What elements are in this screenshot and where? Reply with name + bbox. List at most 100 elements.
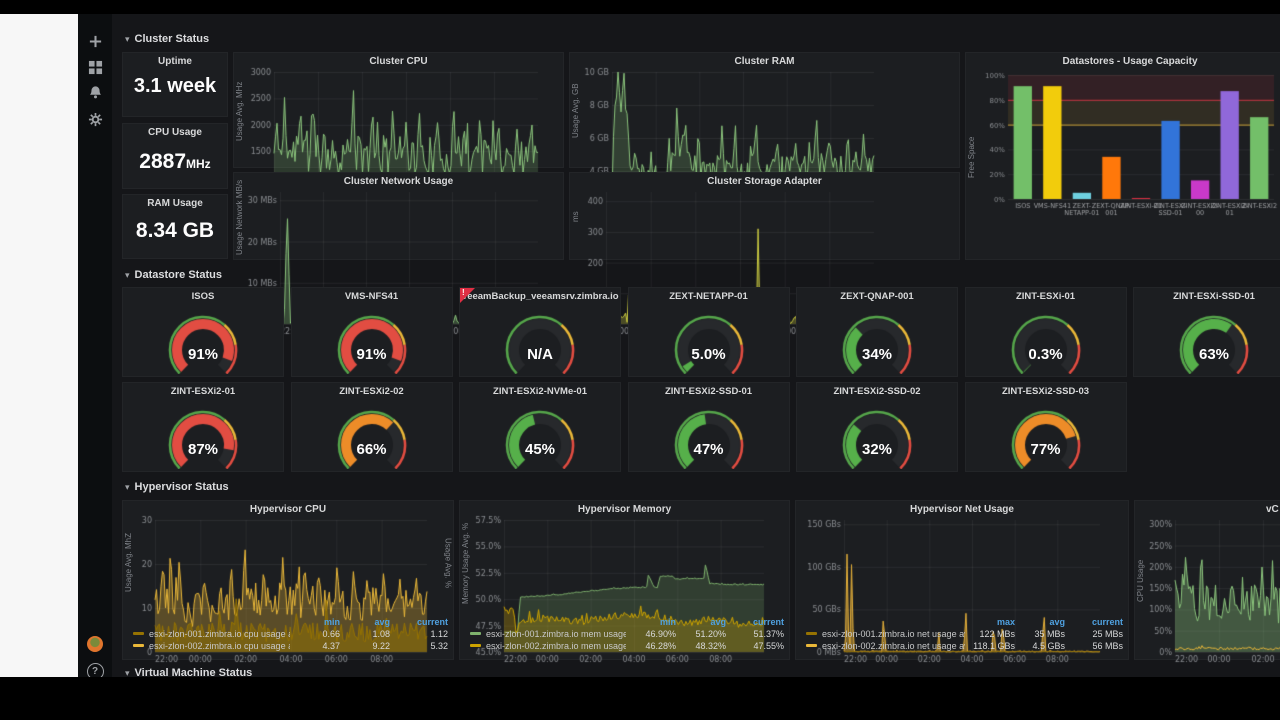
legend-value: 51.37% xyxy=(753,629,784,639)
panel-title-gauge[interactable]: ISOS xyxy=(191,291,215,302)
panel-title-uptime[interactable]: Uptime xyxy=(158,56,192,67)
y-axis-label: Memory Usage Avg. % xyxy=(461,522,470,604)
gauge-value: 47% xyxy=(693,441,724,458)
legend-col[interactable]: avg xyxy=(1049,617,1065,627)
section-header-datastore-status[interactable]: ▾ Datastore Status xyxy=(125,268,222,282)
hypervisor-cpu-chart[interactable] xyxy=(133,515,433,665)
panel-cluster-network: Cluster Network Usage Usage Network MB/s xyxy=(233,172,564,337)
vcenter-cpu-chart[interactable] xyxy=(1145,515,1280,665)
panel-title-gauge[interactable]: ZINT-ESXi2-SSD-02 xyxy=(833,386,921,397)
panel-gauge-zint-esxi2-02: ZINT-ESXi2-02 66% xyxy=(290,382,453,472)
legend-value: 56 MBs xyxy=(1092,641,1123,651)
panel-error-icon[interactable]: ! xyxy=(460,288,475,303)
section-title: Virtual Machine Status xyxy=(134,667,253,677)
panel-title-gauge[interactable]: ZINT-ESXi2-NVMe-01 xyxy=(493,386,587,397)
gauge-arc xyxy=(802,399,952,469)
panel-gauge-zext-netapp-01: ZEXT-NETAPP-01 5.0% xyxy=(627,287,790,377)
panel-title-gauge[interactable]: ZINT-ESXi2-02 xyxy=(339,386,404,397)
legend-series-label[interactable]: esxi-zlon-002.zimbra.io net usage averag… xyxy=(806,640,965,652)
panel-title-ram-usage[interactable]: RAM Usage xyxy=(147,198,203,209)
legend-series-label[interactable]: esxi-zlon-001.zimbra.io cpu usage averag… xyxy=(133,628,290,640)
gauge-arc xyxy=(128,399,278,469)
legend-row[interactable]: esxi-zlon-002.zimbra.io net usage averag… xyxy=(806,640,1123,652)
panel-title-cluster-cpu[interactable]: Cluster CPU xyxy=(369,56,428,67)
panel-gauge-zint-esxi2-ssd-02: ZINT-ESXi2-SSD-02 32% xyxy=(796,382,958,472)
y-axis-label: CPU Usage xyxy=(1136,559,1145,603)
series-color-swatch xyxy=(806,644,817,647)
chevron-down-icon: ▾ xyxy=(125,667,130,678)
legend-row[interactable]: esxi-zlon-001.zimbra.io cpu usage averag… xyxy=(133,628,448,640)
panel-title-datastores-capacity[interactable]: Datastores - Usage Capacity xyxy=(1062,56,1198,67)
legend-col[interactable]: min xyxy=(323,617,340,627)
hypervisor-memory-chart[interactable] xyxy=(470,515,770,665)
panel-title-hypervisor-memory[interactable]: Hypervisor Memory xyxy=(577,504,672,515)
panel-title-gauge[interactable]: VeeamBackup_veeamsrv.zimbra.io xyxy=(461,291,619,302)
legend-header: max avg current xyxy=(806,616,1123,628)
datastores-capacity-bar-chart[interactable] xyxy=(978,69,1278,219)
gauge-arc xyxy=(128,304,278,374)
panel-gauge-zint-esxi-ssd-01: ZINT-ESXi-SSD-01 63% xyxy=(1133,287,1280,377)
panel-title-cluster-storage[interactable]: Cluster Storage Adapter xyxy=(707,176,822,187)
legend-value: 1.08 xyxy=(372,629,390,639)
panel-title-hypervisor-net[interactable]: Hypervisor Net Usage xyxy=(910,504,1014,515)
legend-row[interactable]: esxi-zlon-001.zimbra.io net usage averag… xyxy=(806,628,1123,640)
section-header-vm-status[interactable]: ▾ Virtual Machine Status xyxy=(125,666,252,677)
legend-col[interactable]: current xyxy=(1091,617,1123,627)
legend-col[interactable]: current xyxy=(752,617,784,627)
panel-title-cluster-ram[interactable]: Cluster RAM xyxy=(734,56,795,67)
panel-vcenter-cpu: vC CPU Usage xyxy=(1134,500,1280,665)
panel-title-gauge[interactable]: ZINT-ESXi2-01 xyxy=(170,386,236,397)
user-avatar[interactable] xyxy=(85,634,105,654)
legend-value: 9.22 xyxy=(372,641,390,651)
panel-title-cluster-network[interactable]: Cluster Network Usage xyxy=(343,176,454,187)
legend-header: min avg current xyxy=(133,616,448,628)
panel-cluster-storage: Cluster Storage Adapter ms xyxy=(569,172,960,337)
hypervisor-net-chart[interactable] xyxy=(806,515,1106,665)
y-axis-label: Free Space xyxy=(967,136,976,178)
panel-title-gauge[interactable]: ZINT-ESXi-SSD-01 xyxy=(1173,291,1255,302)
dashboards-grid-icon[interactable] xyxy=(85,57,105,77)
legend-series-label[interactable]: esxi-zlon-002.zimbra.io cpu usage averag… xyxy=(133,640,290,652)
legend-col[interactable]: current xyxy=(416,617,448,627)
panel-title-gauge[interactable]: ZEXT-QNAP-001 xyxy=(840,291,914,302)
settings-gear-icon[interactable] xyxy=(85,109,105,129)
legend-col[interactable]: avg xyxy=(374,617,390,627)
panel-hypervisor-memory: Hypervisor Memory Memory Usage Avg. % mi… xyxy=(459,500,790,665)
panel-cluster-ram: Cluster RAM Usage Avg. GB xyxy=(569,52,960,217)
legend-row[interactable]: esxi-zlon-001.zimbra.io mem usage averag… xyxy=(470,628,784,640)
alerting-bell-icon[interactable] xyxy=(85,82,105,102)
legend-series-label[interactable]: esxi-zlon-001.zimbra.io net usage averag… xyxy=(806,628,965,640)
legend-hypervisor-cpu: min avg current esxi-zlon-001.zimbra.io cpu… xyxy=(133,616,448,656)
section-title: Datastore Status xyxy=(134,269,222,281)
legend-value: 51.20% xyxy=(695,629,726,639)
gauge-value: 45% xyxy=(524,441,556,458)
section-header-hypervisor-status[interactable]: ▾ Hypervisor Status xyxy=(125,480,229,494)
panel-title-gauge[interactable]: ZINT-ESXi2-SSD-01 xyxy=(664,386,753,397)
legend-col[interactable]: min xyxy=(659,617,676,627)
panel-hypervisor-cpu: Hypervisor CPU Usage Avg. MhZ Usage Avg.… xyxy=(122,500,454,665)
legend-series-label[interactable]: esxi-zlon-002.zimbra.io mem usage averag… xyxy=(470,640,626,652)
panel-title-cpu-usage[interactable]: CPU Usage xyxy=(148,127,202,138)
panel-title-gauge[interactable]: VMS-NFS41 xyxy=(344,291,399,302)
letterbox-top xyxy=(0,0,1280,14)
panel-title-gauge[interactable]: ZINT-ESXi-01 xyxy=(1015,291,1076,302)
panel-title-hypervisor-cpu[interactable]: Hypervisor CPU xyxy=(249,504,327,515)
legend-series-label[interactable]: esxi-zlon-001.zimbra.io mem usage averag… xyxy=(470,628,626,640)
grafana-sidebar: ? xyxy=(78,14,112,680)
legend-row[interactable]: esxi-zlon-002.zimbra.io cpu usage averag… xyxy=(133,640,448,652)
gauge-arc xyxy=(465,304,615,374)
create-plus-icon[interactable] xyxy=(85,31,105,51)
panel-title-gauge[interactable]: ZEXT-NETAPP-01 xyxy=(669,291,748,302)
section-header-cluster-status[interactable]: ▾ Cluster Status xyxy=(125,32,209,46)
panel-title-gauge[interactable]: ZINT-ESXi2-SSD-03 xyxy=(1001,386,1090,397)
legend-col[interactable]: avg xyxy=(710,617,726,627)
legend-value: 5.32 xyxy=(430,641,448,651)
gauge-value: N/A xyxy=(527,346,553,363)
legend-row[interactable]: esxi-zlon-002.zimbra.io mem usage averag… xyxy=(470,640,784,652)
panel-title-vcenter[interactable]: vC xyxy=(1266,504,1279,515)
cpu-usage-value: 2887MHz xyxy=(139,150,211,173)
section-title: Cluster Status xyxy=(134,33,210,45)
y-axis-label: Usage Avg. MHz xyxy=(235,81,244,141)
panel-gauge-zext-qnap-001: ZEXT-QNAP-001 34% xyxy=(796,287,958,377)
legend-col[interactable]: max xyxy=(996,617,1015,627)
